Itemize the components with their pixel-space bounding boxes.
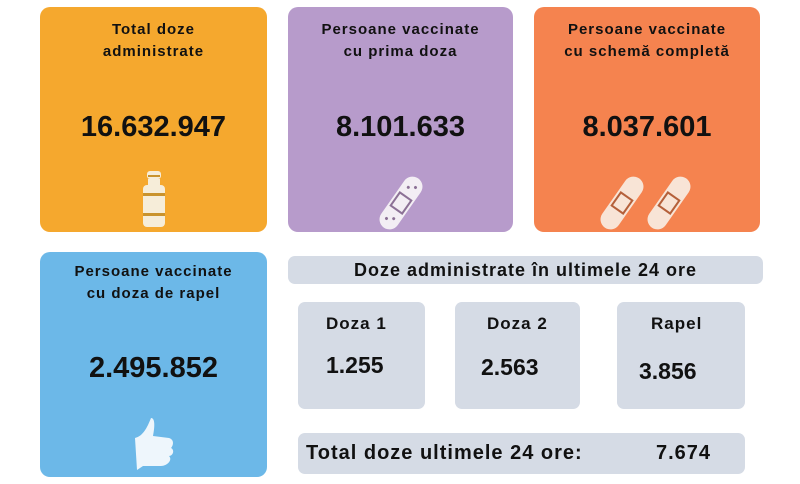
title-line: Persoane vaccinate [321, 21, 480, 38]
dose2-box: Doza 2 2.563 [455, 302, 580, 409]
title-line: cu doza de rapel [86, 285, 221, 302]
title-line: Total doze [111, 21, 196, 38]
dose-value: 2.563 [481, 354, 539, 380]
card-value: 8.037.601 [582, 111, 712, 143]
card-title: Persoane vaccinate cu prima doza [288, 19, 513, 63]
card-booster: Persoane vaccinate cu doza de rapel 2.495… [40, 252, 267, 477]
card-first-dose: Persoane vaccinate cu prima doza 8.101.63… [288, 7, 513, 232]
total-value: 7.674 [656, 442, 712, 464]
vaccine-vial-icon [40, 169, 267, 229]
dose-label: Doza 1 [326, 314, 387, 333]
card-title: Persoane vaccinate cu doza de rapel [40, 261, 267, 305]
last-24h-header: Doze administrate în ultimele 24 ore [288, 256, 763, 284]
booster-box: Rapel 3.856 [617, 302, 745, 409]
title-line: Persoane vaccinate [567, 21, 727, 38]
card-value: 8.101.633 [335, 111, 465, 143]
last-24h-title: Doze administrate în ultimele 24 ore [353, 260, 698, 280]
title-line: administrate [102, 43, 205, 60]
two-bandages-icon [534, 175, 760, 231]
dose-label: Rapel [651, 314, 703, 333]
title-line: cu prima doza [343, 43, 458, 60]
title-line: Persoane vaccinate [74, 263, 233, 280]
dose-label: Doza 2 [487, 314, 548, 333]
card-title: Persoane vaccinate cu schemă completă [534, 19, 760, 63]
title-line: cu schemă completă [564, 43, 730, 60]
card-title: Total doze administrate [40, 19, 267, 63]
card-complete-scheme: Persoane vaccinate cu schemă completă 8.0… [534, 7, 760, 232]
card-value: 2.495.852 [88, 352, 218, 384]
total-label: Total doze ultimele 24 ore: [306, 442, 583, 464]
card-total-doses: Total doze administrate 16.632.947 [40, 7, 267, 232]
dose1-box: Doza 1 1.255 [298, 302, 425, 409]
dose-value: 1.255 [326, 352, 384, 378]
thumbs-up-icon [40, 416, 267, 472]
bandage-icon [288, 175, 513, 231]
dose-value: 3.856 [639, 358, 697, 384]
total-24h-bar: Total doze ultimele 24 ore: 7.674 [298, 433, 745, 474]
card-value: 16.632.947 [80, 111, 227, 143]
